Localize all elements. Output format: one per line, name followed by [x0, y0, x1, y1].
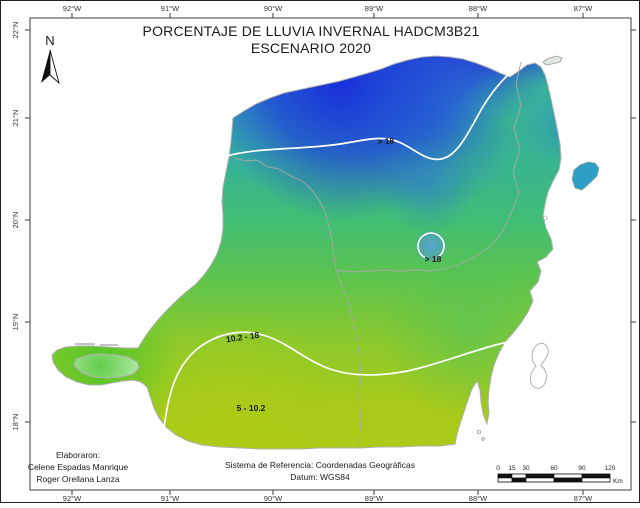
contour-label-mid: 10.2 - 18 — [225, 330, 260, 345]
scale-bar-label-60: 60 — [550, 465, 558, 472]
lon-label-top-92w: 92°W — [63, 4, 82, 13]
lon-label-bottom-92w: 92°W — [63, 494, 82, 503]
map-title-line2: ESCENARIO 2020 — [251, 40, 371, 56]
lon-label-bottom-89w: 89°W — [365, 494, 384, 503]
lon-label-top-91w: 91°W — [161, 4, 180, 13]
state-boundary-campeche-quintanaroo — [335, 269, 362, 449]
lon-label-bottom-90w: 90°W — [264, 494, 283, 503]
lat-label-left-21n: 21°N — [11, 110, 20, 127]
contour-label-north: > 18 — [377, 136, 395, 147]
credits-heading: Elaboraron: — [56, 450, 100, 460]
islet-east-coast — [542, 215, 548, 221]
contour-label-south: 5 - 10.2 — [237, 403, 266, 413]
reference-datum: Datum: WGS84 — [290, 472, 350, 482]
lat-label-left-20n: 20°N — [11, 212, 20, 229]
credits-name-1: Celene Espadas Manrique — [28, 462, 128, 472]
reference-system: Sistema de Referencia: Coordenadas Geogr… — [225, 460, 415, 470]
map-title-line1: PORCENTAJE DE LLUVIA INVERNAL HADCM3B21 — [143, 23, 480, 39]
north-arrow: N — [41, 33, 60, 85]
contour-line-north-18 — [226, 72, 511, 161]
state-boundary-campeche-yucatan — [233, 157, 337, 271]
lon-label-top-87w: 87°W — [574, 4, 593, 13]
scale-bar-unit: Km — [613, 478, 623, 485]
lon-label-bottom-87w: 87°W — [574, 494, 593, 503]
lon-label-bottom-91w: 91°W — [161, 494, 180, 503]
lon-label-top-90w: 90°W — [264, 4, 283, 13]
graticule-ticks — [25, 13, 636, 495]
scale-bar-label-120: 120 — [605, 465, 616, 472]
lon-label-bottom-88w: 88°W — [469, 494, 488, 503]
island-cozumel — [571, 161, 600, 191]
island-holbox — [542, 55, 563, 66]
islet-south-1 — [476, 429, 481, 434]
lat-label-left-18n: 18°N — [11, 414, 20, 431]
scale-bar-label-30: 30 — [522, 465, 530, 472]
north-arrow-right-half — [49, 49, 60, 85]
state-boundary-yucatan-quintanaroo — [335, 61, 522, 273]
lat-label-left-22n: 22°N — [11, 22, 20, 39]
scale-bar-label-0: 0 — [496, 465, 500, 472]
lat-label-left-19n: 19°N — [11, 314, 20, 331]
barrier-islands-terminos — [75, 343, 118, 346]
contour-label-circle: > 18 — [425, 254, 442, 264]
credits-name-2: Roger Orellana Lanza — [36, 474, 119, 484]
contour-line-mid-10-18 — [163, 331, 523, 429]
scale-bar-label-15: 15 — [508, 465, 516, 472]
contour-circle-18 — [417, 232, 445, 259]
north-arrow-left-half — [41, 50, 50, 83]
scale-bar-label-90: 90 — [578, 465, 586, 472]
north-arrow-label: N — [45, 33, 54, 48]
islet-south-2 — [481, 437, 485, 441]
lon-label-top-88w: 88°W — [469, 4, 488, 13]
island-banco-chinchorro — [529, 342, 549, 389]
map-frame — [29, 17, 632, 491]
scale-bar: 0 15 30 60 90 120 Km — [496, 465, 623, 485]
lon-label-top-89w: 89°W — [365, 4, 384, 13]
